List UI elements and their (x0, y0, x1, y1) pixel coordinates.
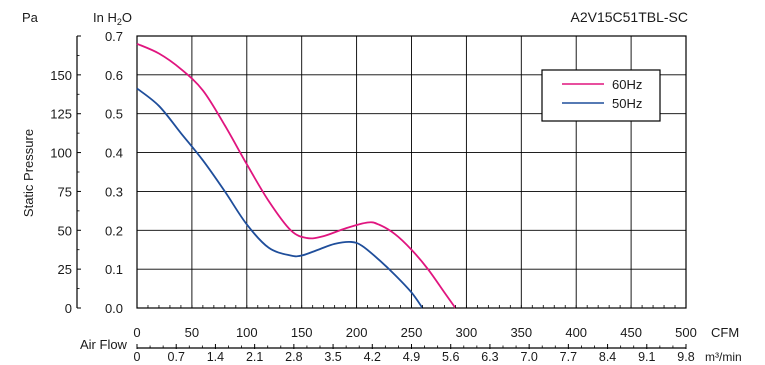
airflow-tick-label: 0 (134, 350, 141, 364)
airflow-tick-label: 2.8 (285, 350, 302, 364)
y-tick-label-pa: 100 (50, 146, 72, 161)
y-tick-label-inh2o: 0.2 (105, 223, 123, 238)
airflow-tick-label: 9.8 (677, 350, 694, 364)
y-tick-label-inh2o: 0.5 (105, 107, 123, 122)
x-axis-unit-label: CFM (711, 325, 739, 340)
y-tick-label-pa: 75 (58, 184, 72, 199)
y-unit-sub: 2 (117, 17, 122, 27)
airflow-tick-label: 4.9 (403, 350, 420, 364)
legend-label-50hz: 50Hz (612, 96, 642, 111)
airflow-tick-label: 0.7 (168, 350, 185, 364)
y-tick-label-inh2o: 0.0 (105, 301, 123, 316)
x-tick-label: 200 (346, 325, 368, 340)
airflow-tick-label: 7.0 (520, 350, 537, 364)
y-unit-prefix: In H (93, 10, 117, 25)
airflow-tick-label: 1.4 (207, 350, 224, 364)
airflow-tick-label: 7.7 (560, 350, 577, 364)
y-tick-label-pa: 125 (50, 107, 72, 122)
chart-title: A2V15C51TBL-SC (570, 9, 688, 25)
x-tick-label: 150 (291, 325, 313, 340)
airflow-tick-label: 6.3 (481, 350, 498, 364)
legend-box (541, 69, 661, 122)
y-left-unit-label: Pa (22, 10, 39, 25)
x-tick-label: 400 (565, 325, 587, 340)
y-tick-label-inh2o: 0.1 (105, 262, 123, 277)
y-unit-suffix: O (122, 10, 132, 25)
x-tick-label: 50 (185, 325, 199, 340)
x-tick-label: 350 (510, 325, 532, 340)
x-tick-label: 500 (675, 325, 697, 340)
y-tick-label-pa: 0 (65, 301, 72, 316)
x-tick-label: 450 (620, 325, 642, 340)
airflow-tick-label: 8.4 (599, 350, 616, 364)
airflow-tick-label: 3.5 (324, 350, 341, 364)
x-tick-label: 300 (456, 325, 478, 340)
axes: 0 50 100 150 200 250 300 350 400 450 5000.00.10.20… (50, 29, 697, 364)
y-tick-label-pa: 25 (58, 262, 72, 277)
airflow-label: Air Flow (80, 337, 128, 352)
airflow-tick-label: 4.2 (364, 350, 381, 364)
y-right-unit-label: In H2O (93, 10, 132, 27)
y-axis-title: Static Pressure (21, 129, 36, 217)
y-tick-label-inh2o: 0.4 (105, 146, 123, 161)
y-tick-label-inh2o: 0.3 (105, 184, 123, 199)
airflow-unit-label: m³/min (705, 350, 742, 364)
series-line-50hz (136, 87, 424, 309)
airflow-tick-label: 9.1 (638, 350, 655, 364)
airflow-tick-label: 5.6 (442, 350, 459, 364)
y-tick-label-inh2o: 0.7 (105, 29, 123, 44)
y-tick-label-pa: 150 (50, 68, 72, 83)
legend-label-60hz: 60Hz (612, 77, 642, 92)
series-line-60hz (136, 42, 457, 309)
legend: 60Hz 50Hz (541, 69, 661, 122)
series-lines (136, 42, 457, 309)
x-tick-label: 0 (133, 325, 140, 340)
airflow-tick-label: 2.1 (246, 350, 263, 364)
x-tick-label: 100 (236, 325, 258, 340)
x-tick-label: 250 (401, 325, 423, 340)
y-tick-label-pa: 50 (58, 223, 72, 238)
y-tick-label-inh2o: 0.6 (105, 68, 123, 83)
